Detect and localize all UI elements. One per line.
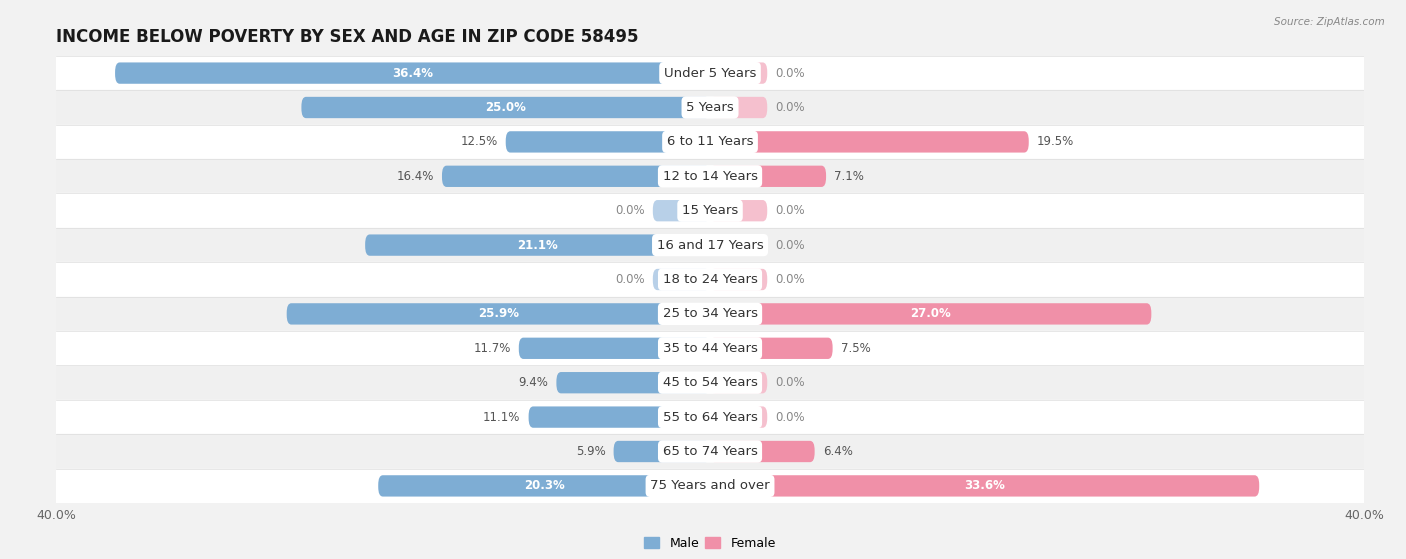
Text: 55 to 64 Years: 55 to 64 Years <box>662 411 758 424</box>
Text: 16.4%: 16.4% <box>396 170 434 183</box>
FancyBboxPatch shape <box>710 97 768 118</box>
FancyBboxPatch shape <box>710 441 814 462</box>
FancyBboxPatch shape <box>710 475 1260 496</box>
Text: 0.0%: 0.0% <box>776 411 806 424</box>
Text: 0.0%: 0.0% <box>614 204 644 217</box>
Text: 45 to 54 Years: 45 to 54 Years <box>662 376 758 389</box>
Text: 0.0%: 0.0% <box>776 273 806 286</box>
Text: 0.0%: 0.0% <box>776 101 806 114</box>
Text: 6.4%: 6.4% <box>823 445 852 458</box>
Text: 33.6%: 33.6% <box>965 480 1005 492</box>
FancyBboxPatch shape <box>519 338 710 359</box>
Text: INCOME BELOW POVERTY BY SEX AND AGE IN ZIP CODE 58495: INCOME BELOW POVERTY BY SEX AND AGE IN Z… <box>56 28 638 46</box>
FancyBboxPatch shape <box>613 441 710 462</box>
Bar <box>56 400 1364 434</box>
FancyBboxPatch shape <box>301 97 710 118</box>
Text: 0.0%: 0.0% <box>776 376 806 389</box>
FancyBboxPatch shape <box>378 475 710 496</box>
FancyBboxPatch shape <box>441 165 710 187</box>
FancyBboxPatch shape <box>652 269 710 290</box>
Text: 12.5%: 12.5% <box>460 135 498 148</box>
Bar <box>56 56 1364 91</box>
Text: Source: ZipAtlas.com: Source: ZipAtlas.com <box>1274 17 1385 27</box>
Text: 7.5%: 7.5% <box>841 342 870 355</box>
Text: 5.9%: 5.9% <box>575 445 606 458</box>
Text: 9.4%: 9.4% <box>519 376 548 389</box>
FancyBboxPatch shape <box>710 131 1029 153</box>
Text: 25 to 34 Years: 25 to 34 Years <box>662 307 758 320</box>
Bar <box>56 228 1364 262</box>
Text: 0.0%: 0.0% <box>776 67 806 79</box>
FancyBboxPatch shape <box>710 338 832 359</box>
Bar <box>56 91 1364 125</box>
Text: 15 Years: 15 Years <box>682 204 738 217</box>
FancyBboxPatch shape <box>506 131 710 153</box>
Bar <box>56 159 1364 193</box>
Text: 36.4%: 36.4% <box>392 67 433 79</box>
FancyBboxPatch shape <box>710 372 768 394</box>
Bar <box>56 434 1364 468</box>
Text: 5 Years: 5 Years <box>686 101 734 114</box>
FancyBboxPatch shape <box>529 406 710 428</box>
Text: 27.0%: 27.0% <box>910 307 950 320</box>
Text: 25.0%: 25.0% <box>485 101 526 114</box>
Text: 7.1%: 7.1% <box>834 170 865 183</box>
Text: 0.0%: 0.0% <box>776 239 806 252</box>
Text: 19.5%: 19.5% <box>1038 135 1074 148</box>
Text: 21.1%: 21.1% <box>517 239 558 252</box>
Legend: Male, Female: Male, Female <box>640 532 780 555</box>
Text: Under 5 Years: Under 5 Years <box>664 67 756 79</box>
FancyBboxPatch shape <box>710 406 768 428</box>
Text: 6 to 11 Years: 6 to 11 Years <box>666 135 754 148</box>
FancyBboxPatch shape <box>710 165 827 187</box>
Text: 20.3%: 20.3% <box>524 480 564 492</box>
FancyBboxPatch shape <box>710 303 1152 325</box>
Bar <box>56 262 1364 297</box>
Bar <box>56 125 1364 159</box>
Text: 75 Years and over: 75 Years and over <box>650 480 770 492</box>
FancyBboxPatch shape <box>710 269 768 290</box>
FancyBboxPatch shape <box>287 303 710 325</box>
Bar <box>56 331 1364 366</box>
Bar <box>56 366 1364 400</box>
Text: 65 to 74 Years: 65 to 74 Years <box>662 445 758 458</box>
FancyBboxPatch shape <box>710 234 768 256</box>
Bar <box>56 468 1364 503</box>
Bar <box>56 193 1364 228</box>
Text: 11.7%: 11.7% <box>474 342 510 355</box>
Text: 11.1%: 11.1% <box>484 411 520 424</box>
Text: 0.0%: 0.0% <box>614 273 644 286</box>
Text: 12 to 14 Years: 12 to 14 Years <box>662 170 758 183</box>
Text: 35 to 44 Years: 35 to 44 Years <box>662 342 758 355</box>
Text: 25.9%: 25.9% <box>478 307 519 320</box>
FancyBboxPatch shape <box>366 234 710 256</box>
FancyBboxPatch shape <box>115 63 710 84</box>
FancyBboxPatch shape <box>557 372 710 394</box>
Bar <box>56 297 1364 331</box>
Text: 0.0%: 0.0% <box>776 204 806 217</box>
FancyBboxPatch shape <box>710 63 768 84</box>
FancyBboxPatch shape <box>710 200 768 221</box>
Text: 18 to 24 Years: 18 to 24 Years <box>662 273 758 286</box>
Text: 16 and 17 Years: 16 and 17 Years <box>657 239 763 252</box>
FancyBboxPatch shape <box>652 200 710 221</box>
